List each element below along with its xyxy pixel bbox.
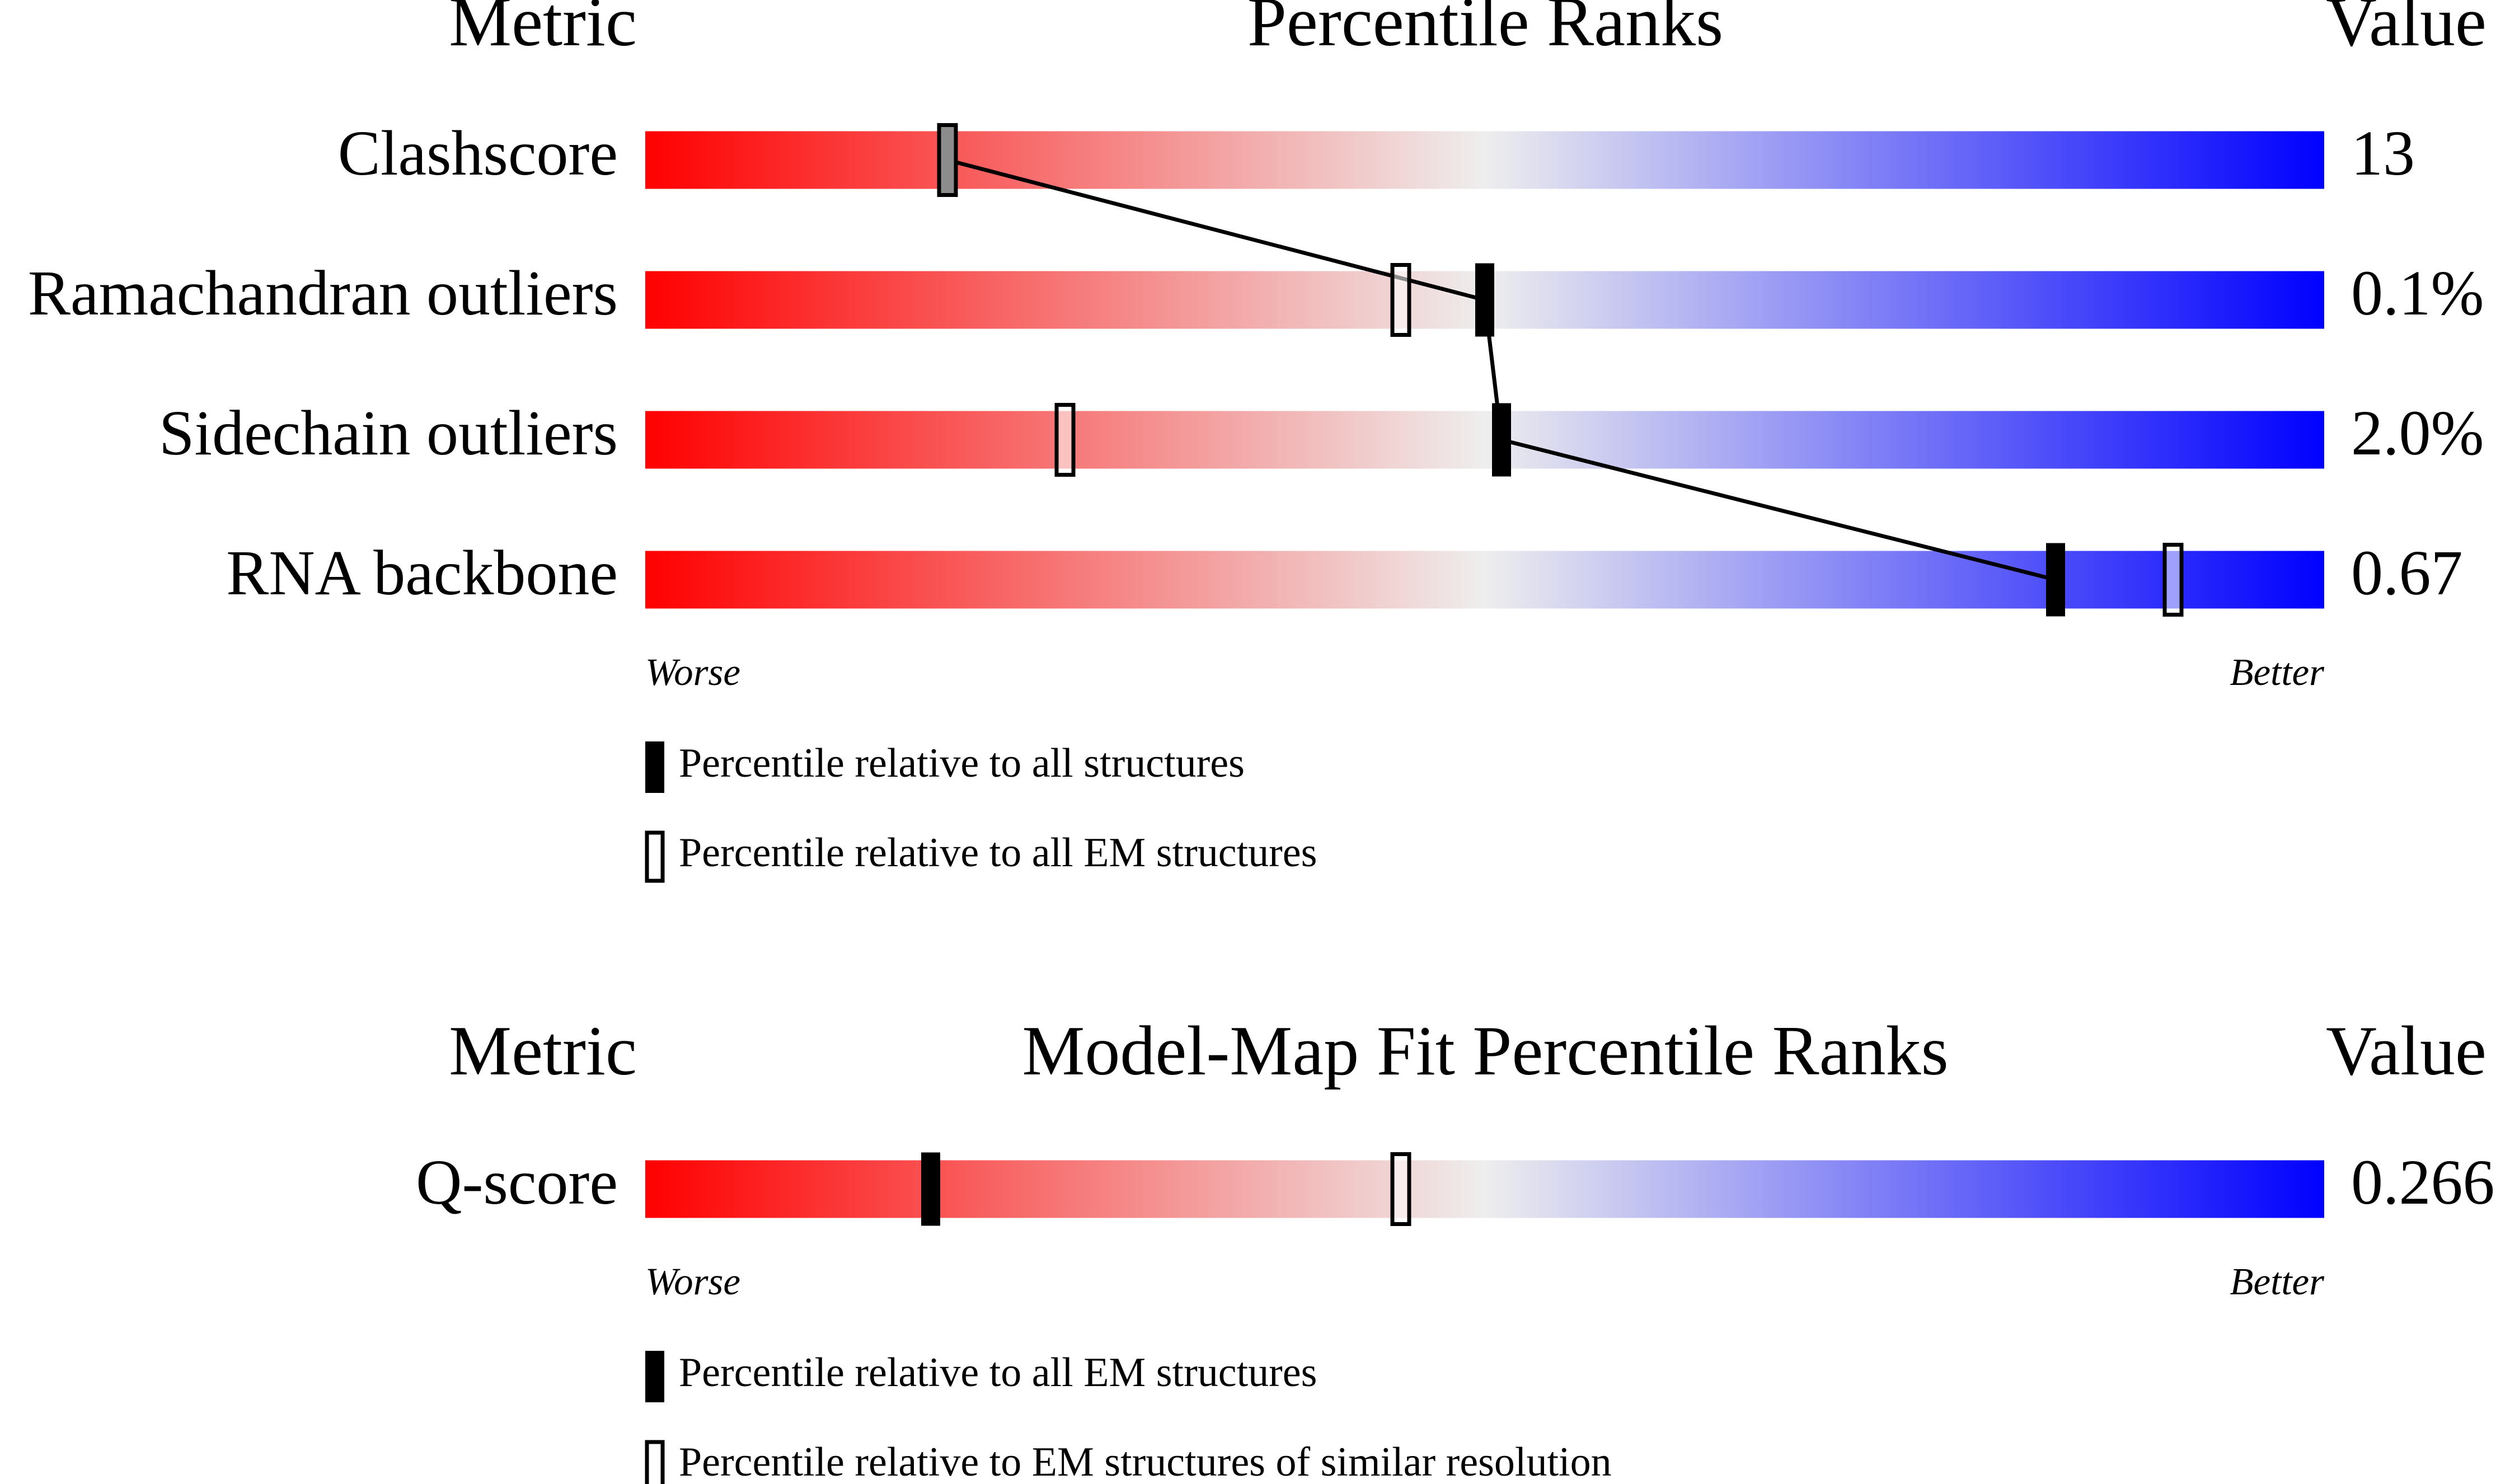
chart-title: Model-Map Fit Percentile Ranks xyxy=(1022,1012,1948,1090)
legend-key xyxy=(645,1440,665,1484)
gradient-bar xyxy=(645,1160,2324,1218)
metric-value: 0.67 xyxy=(2351,537,2463,608)
value-header: Value xyxy=(2326,1012,2486,1090)
metric-value: 0.266 xyxy=(2351,1147,2495,1218)
legend-label: Percentile relative to all structures xyxy=(679,740,1245,786)
marker-filled xyxy=(921,1152,940,1226)
chart-title: Percentile Ranks xyxy=(1247,0,1723,61)
legend-key xyxy=(645,830,665,883)
value-header: Value xyxy=(2326,0,2486,61)
marker-open xyxy=(1390,263,1411,337)
legend-label: Percentile relative to EM structures of … xyxy=(679,1439,1612,1484)
row-label: Ramachandran outliers xyxy=(28,257,618,328)
legend-key xyxy=(645,1351,664,1402)
marker-open xyxy=(937,123,958,197)
marker-filled xyxy=(1492,403,1511,477)
metric-header: Metric xyxy=(449,1012,637,1090)
row-label: RNA backbone xyxy=(226,537,618,608)
metric-value: 13 xyxy=(2351,118,2415,189)
row-label: Sidechain outliers xyxy=(159,397,618,468)
marker-open xyxy=(1390,1152,1411,1226)
axis-low-label: Worse xyxy=(645,1260,740,1303)
legend-label: Percentile relative to all EM structures xyxy=(679,1350,1317,1396)
legend-key xyxy=(645,741,664,793)
axis-high-label: Better xyxy=(2230,651,2325,693)
gradient-bar xyxy=(645,551,2324,609)
legend-label: Percentile relative to all EM structures xyxy=(679,830,1317,876)
row-label: Q-score xyxy=(416,1147,618,1218)
connector-line xyxy=(947,158,2056,582)
axis-low-label: Worse xyxy=(645,651,740,693)
marker-filled xyxy=(1475,263,1494,337)
metric-header: Metric xyxy=(449,0,637,61)
gradient-bar xyxy=(645,131,2324,189)
marker-open xyxy=(1054,403,1076,477)
row-label: Clashscore xyxy=(338,118,618,189)
metric-value: 0.1% xyxy=(2351,257,2484,328)
marker-filled xyxy=(2046,543,2065,617)
marker-open xyxy=(2162,543,2184,617)
axis-high-label: Better xyxy=(2230,1260,2325,1303)
metric-value: 2.0% xyxy=(2351,397,2484,468)
gradient-bar xyxy=(645,411,2324,469)
